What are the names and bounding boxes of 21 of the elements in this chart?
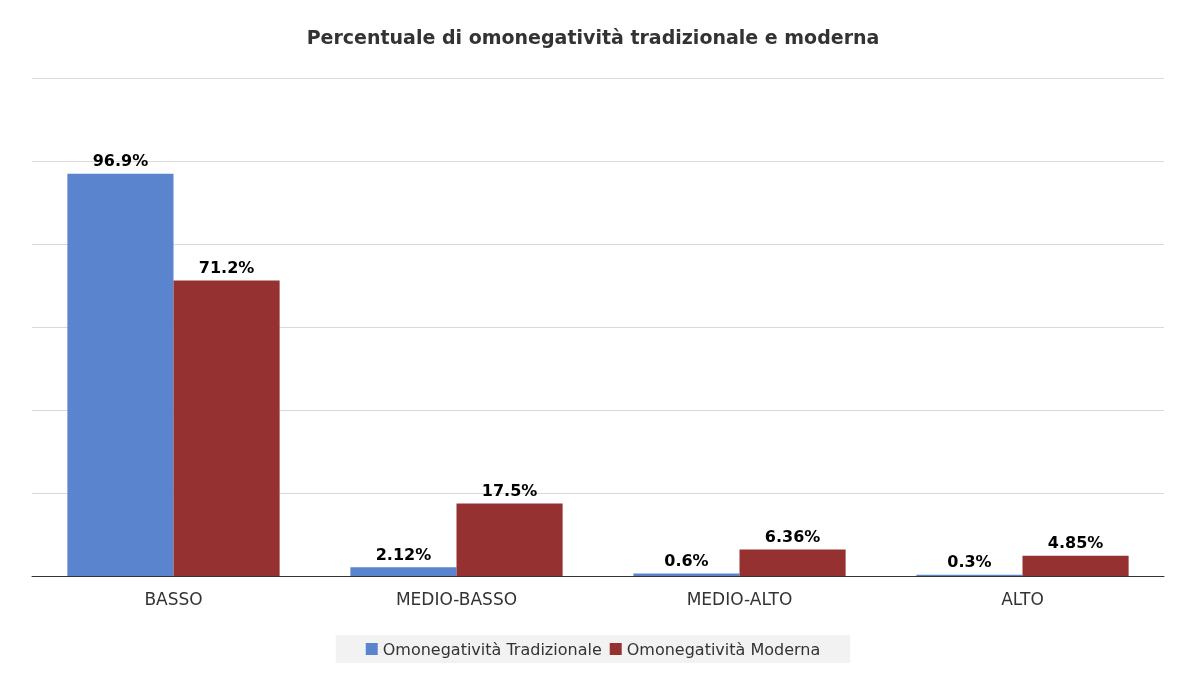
data-label: 4.85%: [1047, 533, 1104, 553]
bar: [1022, 555, 1129, 576]
bar: [350, 567, 457, 576]
legend-label: Omonegatività Moderna: [626, 639, 821, 659]
bar: [67, 173, 174, 576]
bar: [456, 503, 563, 576]
legend-label: Omonegatività Tradizionale: [382, 639, 602, 659]
chart-title: Percentuale di omonegatività tradizionale e moderna: [306, 25, 880, 48]
data-label: 0.6%: [664, 551, 709, 571]
x-tick-label: BASSO: [144, 588, 203, 609]
data-label: 17.5%: [481, 480, 538, 500]
x-tick-label: MEDIO-ALTO: [686, 588, 793, 609]
data-label: 96.9%: [92, 151, 149, 171]
bar: [173, 280, 280, 576]
bar: [739, 549, 846, 576]
x-tick-label: ALTO: [1001, 588, 1044, 609]
data-label: 0.3%: [947, 552, 992, 572]
data-label: 2.12%: [375, 544, 432, 564]
data-label: 71.2%: [198, 258, 255, 278]
x-tick-label: MEDIO-BASSO: [395, 588, 518, 609]
data-label: 6.36%: [764, 527, 821, 547]
